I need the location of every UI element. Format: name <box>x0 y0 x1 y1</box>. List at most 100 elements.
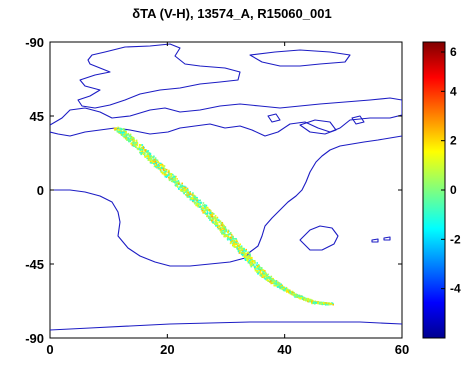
swath-point <box>216 226 219 229</box>
swath-point <box>170 177 172 179</box>
swath-point <box>277 283 280 285</box>
swath-point <box>180 190 182 192</box>
swath-point <box>164 175 167 178</box>
swath-point <box>224 235 227 238</box>
swath-point <box>245 250 247 252</box>
swath-track <box>113 126 334 306</box>
swath-point <box>288 292 290 294</box>
chart-title: δTA (V-H), 13574_A, R15060_001 <box>132 6 331 21</box>
swath-point <box>222 232 225 235</box>
swath-point <box>189 191 191 193</box>
swath-point <box>255 264 258 266</box>
swath-point <box>205 207 207 209</box>
swath-point <box>241 249 243 251</box>
swath-point <box>255 269 258 272</box>
swath-point <box>177 186 179 188</box>
swath-point <box>149 162 152 164</box>
swath-point <box>133 137 135 140</box>
swath-point <box>197 205 199 208</box>
colorbar-tick-label: 0 <box>450 183 457 197</box>
swath-point <box>203 211 205 214</box>
swath-point <box>241 251 244 253</box>
swath-point <box>215 223 218 226</box>
swath-point <box>235 238 237 240</box>
swath-point <box>146 157 148 160</box>
swath-point <box>282 289 285 291</box>
colorbar-tick-label: -4 <box>450 282 461 296</box>
swath-point <box>222 230 225 232</box>
swath-point <box>123 135 125 138</box>
swath-point <box>216 224 218 227</box>
swath-point <box>253 262 256 264</box>
swath-point <box>211 212 213 214</box>
swath-point <box>223 235 225 238</box>
swath-point <box>247 260 249 262</box>
swath-point <box>185 194 188 197</box>
swath-point <box>124 135 127 137</box>
swath-point <box>221 226 224 228</box>
swath-point <box>319 302 321 304</box>
swath-point <box>189 196 191 198</box>
swath-point <box>262 269 265 272</box>
swath-point <box>140 151 142 153</box>
swath-point <box>170 175 172 178</box>
swath-point <box>139 147 142 150</box>
swath-point <box>172 181 175 183</box>
swath-point <box>149 157 151 160</box>
swath-point <box>200 208 203 211</box>
swath-point <box>267 276 270 279</box>
swath-point <box>327 303 329 306</box>
swath-point <box>141 144 144 146</box>
swath-point <box>269 277 272 280</box>
swath-point <box>239 250 241 253</box>
swath-point <box>239 247 241 249</box>
swath-point <box>117 126 119 129</box>
swath-point <box>165 172 167 174</box>
swath-point <box>182 188 184 191</box>
swath-point <box>249 262 251 265</box>
y-tick-label: -45 <box>25 257 44 272</box>
swath-point <box>287 289 289 292</box>
swath-point <box>259 269 261 272</box>
swath-point <box>215 225 217 227</box>
swath-point <box>220 230 223 233</box>
coastline-europe <box>50 97 402 137</box>
swath-point <box>181 184 183 187</box>
swath-point <box>258 264 260 267</box>
swath-point <box>247 258 249 261</box>
swath-point <box>157 163 160 166</box>
swath-point <box>142 145 145 148</box>
swath-point <box>127 132 129 135</box>
swath-point <box>135 139 138 142</box>
swath-point <box>210 219 212 221</box>
swath-point <box>244 259 247 261</box>
swath-point <box>172 173 174 176</box>
swath-point <box>206 209 208 212</box>
swath-point <box>128 135 131 138</box>
swath-point <box>232 236 234 238</box>
swath-point <box>144 155 147 158</box>
swath-point <box>164 171 167 173</box>
swath-point <box>141 149 144 151</box>
swath-point <box>140 144 142 146</box>
swath-point <box>266 278 269 280</box>
swath-point <box>226 234 229 237</box>
swath-point <box>262 271 264 273</box>
swath-point <box>278 285 280 287</box>
swath-point <box>169 178 171 181</box>
swath-point <box>178 188 180 190</box>
swath-point <box>162 168 164 170</box>
swath-point <box>116 131 119 133</box>
swath-point <box>211 219 213 222</box>
swath-point <box>218 227 220 230</box>
swath-point <box>317 302 320 304</box>
swath-point <box>149 152 152 155</box>
swath-point <box>221 232 223 235</box>
swath-point <box>311 300 313 303</box>
swath-point <box>270 278 272 281</box>
swath-point <box>275 285 277 287</box>
swath-point <box>332 303 334 306</box>
swath-point <box>184 189 186 192</box>
swath-point <box>154 160 157 163</box>
swath-point <box>285 288 287 290</box>
